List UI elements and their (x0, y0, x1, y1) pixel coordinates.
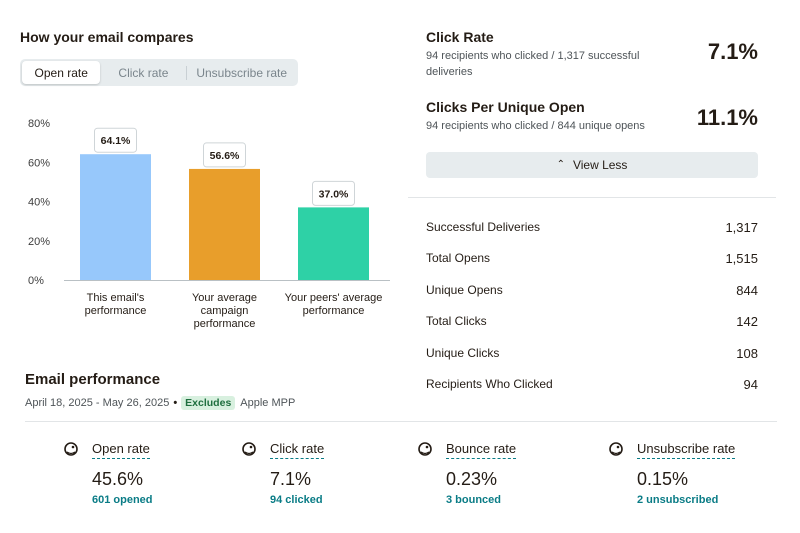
detail-label: Unique Clicks (426, 346, 500, 360)
metric-value-clicks-per-unique-open: 11.1% (696, 105, 758, 130)
metric-clicks-per-unique-open: Clicks Per Unique Open 94 recipients who… (426, 99, 758, 134)
bar (189, 168, 260, 280)
detail-row-total-clicks: Total Clicks 142 (426, 311, 758, 331)
performance-date-range: April 18, 2025 - May 26, 2025 • Excludes… (25, 396, 295, 410)
tab-click-rate[interactable]: Click rate (118, 65, 169, 80)
bar-value-label: 64.1% (101, 135, 131, 147)
mailchimp-freddie-icon (418, 442, 432, 456)
x-category-label-line: performance (302, 305, 365, 317)
bar-value-label: 37.0% (319, 188, 349, 200)
detail-label: Successful Deliveries (426, 220, 541, 234)
y-tick-label: 40% (28, 197, 50, 209)
stat-value-open-rate: 45.6% (92, 469, 144, 489)
metric-click-rate: Click Rate 94 recipients who clicked / 1… (426, 29, 758, 80)
y-tick-label: 80% (28, 118, 50, 130)
details-divider (408, 197, 776, 198)
bar-value-label: 56.6% (210, 150, 240, 162)
view-less-button[interactable]: ⌃ View Less (426, 152, 758, 178)
bar (298, 207, 369, 280)
detail-value: 108 (736, 345, 758, 361)
stat-value-click-rate: 7.1% (270, 469, 312, 489)
bar-value-box (203, 142, 246, 168)
excludes-badge: Excludes (181, 396, 236, 410)
mailchimp-freddie-icon (242, 442, 256, 456)
x-category-label-line: Your peers' average (284, 292, 383, 304)
bar-value-box (312, 180, 355, 206)
detail-value: 94 (743, 376, 758, 392)
detail-label: Total Opens (426, 251, 491, 265)
stat-sub-unsubscribe-rate: 2 unsubscribed (637, 494, 719, 506)
bar (80, 154, 151, 280)
compare-title: How your email compares (20, 29, 194, 45)
metric-value-click-rate: 7.1% (707, 39, 758, 64)
detail-value: 1,317 (725, 219, 758, 235)
view-less-label: View Less (572, 158, 628, 172)
stat-label-click-rate[interactable]: Click rate (270, 441, 325, 459)
detail-row-total-opens: Total Opens 1,515 (426, 248, 758, 268)
date-range-text: April 18, 2025 - May 26, 2025 (25, 397, 170, 409)
detail-value: 844 (736, 282, 758, 298)
bar-value-box (94, 127, 137, 153)
tab-unsubscribe-rate[interactable]: Unsubscribe rate (196, 65, 288, 80)
stat-value-bounce-rate: 0.23% (446, 469, 498, 489)
y-tick-label: 20% (28, 236, 50, 248)
stat-label-unsubscribe-rate[interactable]: Unsubscribe rate (637, 441, 736, 459)
detail-value: 1,515 (725, 250, 758, 266)
stat-label-open-rate[interactable]: Open rate (92, 441, 150, 459)
x-category-label-line: This email's (86, 292, 145, 304)
y-tick-label: 60% (28, 157, 50, 169)
metric-desc-clicks-per-unique-open: 94 recipients who clicked / 844 unique o… (426, 120, 645, 132)
detail-row-unique-opens: Unique Opens 844 (426, 280, 758, 300)
x-category-label-line: Your average (191, 292, 258, 304)
detail-row-successful-deliveries: Successful Deliveries 1,317 (426, 217, 758, 237)
compare-tabs: Open rate Click rate Unsubscribe rate (20, 59, 298, 86)
detail-label: Recipients Who Clicked (426, 377, 553, 391)
y-tick-label: 0% (28, 275, 44, 287)
stat-label-bounce-rate[interactable]: Bounce rate (446, 441, 517, 459)
detail-label: Unique Opens (426, 283, 503, 297)
comparison-chart: 0% 20% 40% 60% 80% 64.1% 56.6% 37.0% This email… (20, 108, 400, 348)
stat-sub-bounce-rate: 3 bounced (446, 494, 502, 506)
email-performance-title: Email performance (25, 371, 161, 388)
detail-row-unique-clicks: Unique Clicks 108 (426, 343, 758, 363)
mailchimp-freddie-icon (64, 442, 78, 456)
detail-value: 142 (736, 313, 758, 329)
section-divider (25, 421, 777, 422)
mailchimp-freddie-icon (609, 442, 623, 456)
x-category-label-line: performance (84, 305, 147, 317)
detail-label: Total Clicks (426, 314, 487, 328)
separator-dot: • (173, 397, 178, 409)
stat-sub-open-rate: 601 opened (92, 494, 153, 506)
x-category-label-line: campaign (200, 305, 249, 317)
x-category-label: Your average campaign performance (170, 292, 280, 331)
stat-value-unsubscribe-rate: 0.15% (637, 469, 689, 489)
metric-title-click-rate: Click Rate (426, 29, 494, 45)
x-category-label: Your peers' average performance (279, 292, 389, 318)
excludes-value: Apple MPP (240, 397, 296, 409)
stat-sub-click-rate: 94 clicked (270, 494, 323, 506)
x-category-label-line: performance (193, 318, 256, 330)
comparison-chart-svg: 0% 20% 40% 60% 80% 64.1% 56.6% 37.0% (28, 118, 390, 287)
tab-open-rate[interactable]: Open rate (22, 61, 101, 84)
tab-divider (186, 65, 188, 80)
metric-desc-click-rate: 94 recipients who clicked / 1,317 succes… (426, 50, 640, 78)
detail-row-recipients-who-clicked: Recipients Who Clicked 94 (426, 374, 758, 394)
x-category-label: This email's performance (61, 292, 171, 318)
metric-title-clicks-per-unique-open: Clicks Per Unique Open (426, 99, 585, 115)
chevron-up-icon: ⌃ (556, 158, 565, 170)
